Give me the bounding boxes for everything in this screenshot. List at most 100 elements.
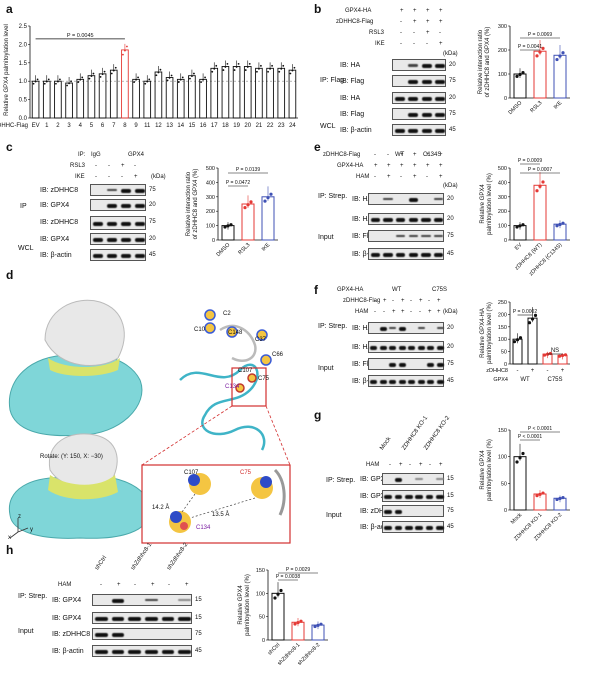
kda-value: 75: [195, 631, 202, 637]
x-tick-label: EV: [514, 242, 524, 252]
blot-strip: [392, 108, 446, 120]
condition-sign: +: [437, 309, 441, 315]
blot-band: [415, 495, 424, 499]
p-value: P = 0.0041: [518, 44, 542, 50]
gpx4-ip-label: GPX4: [128, 152, 145, 158]
data-point: [99, 76, 102, 78]
blot-row-label: IB: GPX4: [40, 236, 70, 243]
data-point: [266, 196, 270, 200]
bar: [109, 69, 118, 119]
blot-band: [436, 346, 444, 350]
kda-value: 45: [195, 648, 202, 654]
kda-value: 75: [449, 111, 456, 117]
panel-label-h: h: [6, 543, 14, 557]
condition-sign: -: [121, 174, 123, 180]
ip-label: IP: [20, 203, 27, 210]
y-tick-label: 100: [498, 72, 507, 78]
bar: [255, 67, 263, 119]
panel-label-b: b: [314, 2, 322, 16]
blot-band: [427, 363, 435, 367]
data-point: [243, 206, 247, 210]
data-point: [103, 70, 106, 73]
blot-strip: [392, 92, 446, 104]
data-point: [36, 78, 39, 81]
blot-strip: [92, 645, 192, 657]
data-point: [518, 224, 522, 228]
y-tick-label: 500: [498, 166, 507, 172]
data-point: [246, 66, 249, 68]
data-point: [296, 621, 300, 625]
blot-band: [379, 380, 387, 384]
condition-sign: +: [426, 19, 430, 25]
y-tick-label: 500: [206, 166, 215, 172]
blot-band: [408, 218, 419, 222]
blot-row-label: IB: GPX4: [40, 202, 70, 209]
panel-label-e: e: [314, 140, 321, 154]
blot-band: [120, 222, 132, 226]
data-point: [90, 75, 93, 78]
data-point: [555, 224, 559, 228]
residue-c107: C107: [238, 368, 253, 374]
bar: [261, 196, 275, 241]
blot-strip: [90, 233, 146, 245]
column-label: Mock: [379, 436, 393, 452]
blot-band: [384, 526, 393, 530]
data-point: [558, 496, 562, 501]
data-point: [233, 69, 236, 71]
condition-sign: +: [392, 309, 396, 315]
data-point: [561, 221, 565, 225]
condition-sign: -: [410, 309, 412, 315]
distance-2: 13.5 Å: [212, 512, 230, 518]
kda-value: 75: [447, 508, 454, 514]
blot-band: [145, 599, 158, 601]
panel-h-chart: 050100150shCtrlshZdhhc8-1shZdhhc8-2Relat…: [238, 567, 328, 667]
blot-band: [161, 617, 175, 621]
gpx4-surface-top: [8, 353, 143, 437]
blot-row-label: IB: Flag: [340, 111, 365, 118]
blot-band: [394, 495, 403, 499]
data-point: [515, 460, 519, 464]
data-point: [226, 63, 229, 65]
c75s-label: C75S: [432, 287, 448, 293]
blot-row-label: IB: zDHHC8: [40, 219, 79, 226]
residue-c2: C2: [223, 311, 231, 317]
data-point: [146, 80, 149, 83]
condition-sign: +: [413, 8, 417, 14]
x-tick-label: 13: [166, 123, 173, 129]
data-point: [157, 71, 160, 74]
data-point: [189, 77, 191, 80]
row-gpx4-ha: GPX4-HA: [337, 287, 364, 293]
blot-band: [398, 327, 406, 331]
data-point: [32, 82, 35, 85]
condition-sign: -: [419, 309, 421, 315]
blot-row-label: IB: β-actin: [52, 648, 84, 655]
y-tick-label: 0: [504, 362, 507, 368]
blot-strip: [368, 193, 444, 205]
data-point: [148, 78, 151, 81]
c134s-label: C134S: [423, 152, 442, 158]
x-tick-label: 11: [144, 123, 151, 129]
data-point: [181, 76, 184, 79]
blot-band: [398, 363, 406, 367]
blot-strip: [382, 473, 444, 485]
blot-band: [398, 346, 406, 350]
condition-sign: +: [134, 174, 138, 180]
kda-value: 75: [149, 219, 156, 225]
x-tick-label: 18: [222, 123, 229, 129]
blot-band: [128, 650, 141, 654]
condition-sign: +: [387, 163, 391, 169]
data-point: [191, 75, 193, 78]
data-point: [68, 82, 70, 85]
blot-row-label: IB: zDHHC8: [40, 187, 79, 194]
y-axis-label: Relative GPX4: [238, 585, 244, 625]
x-tick-label: 1: [45, 123, 49, 129]
y-tick-label: 0: [504, 96, 507, 102]
condition-sign: -: [410, 298, 412, 304]
bar: [271, 592, 285, 641]
residue-c148: C148: [228, 330, 243, 336]
x-tick-label: 19: [233, 123, 240, 129]
blot-strip: [368, 213, 444, 225]
x-sign: +: [531, 368, 535, 374]
y-tick-label: 100: [498, 455, 507, 461]
data-point: [316, 623, 320, 627]
